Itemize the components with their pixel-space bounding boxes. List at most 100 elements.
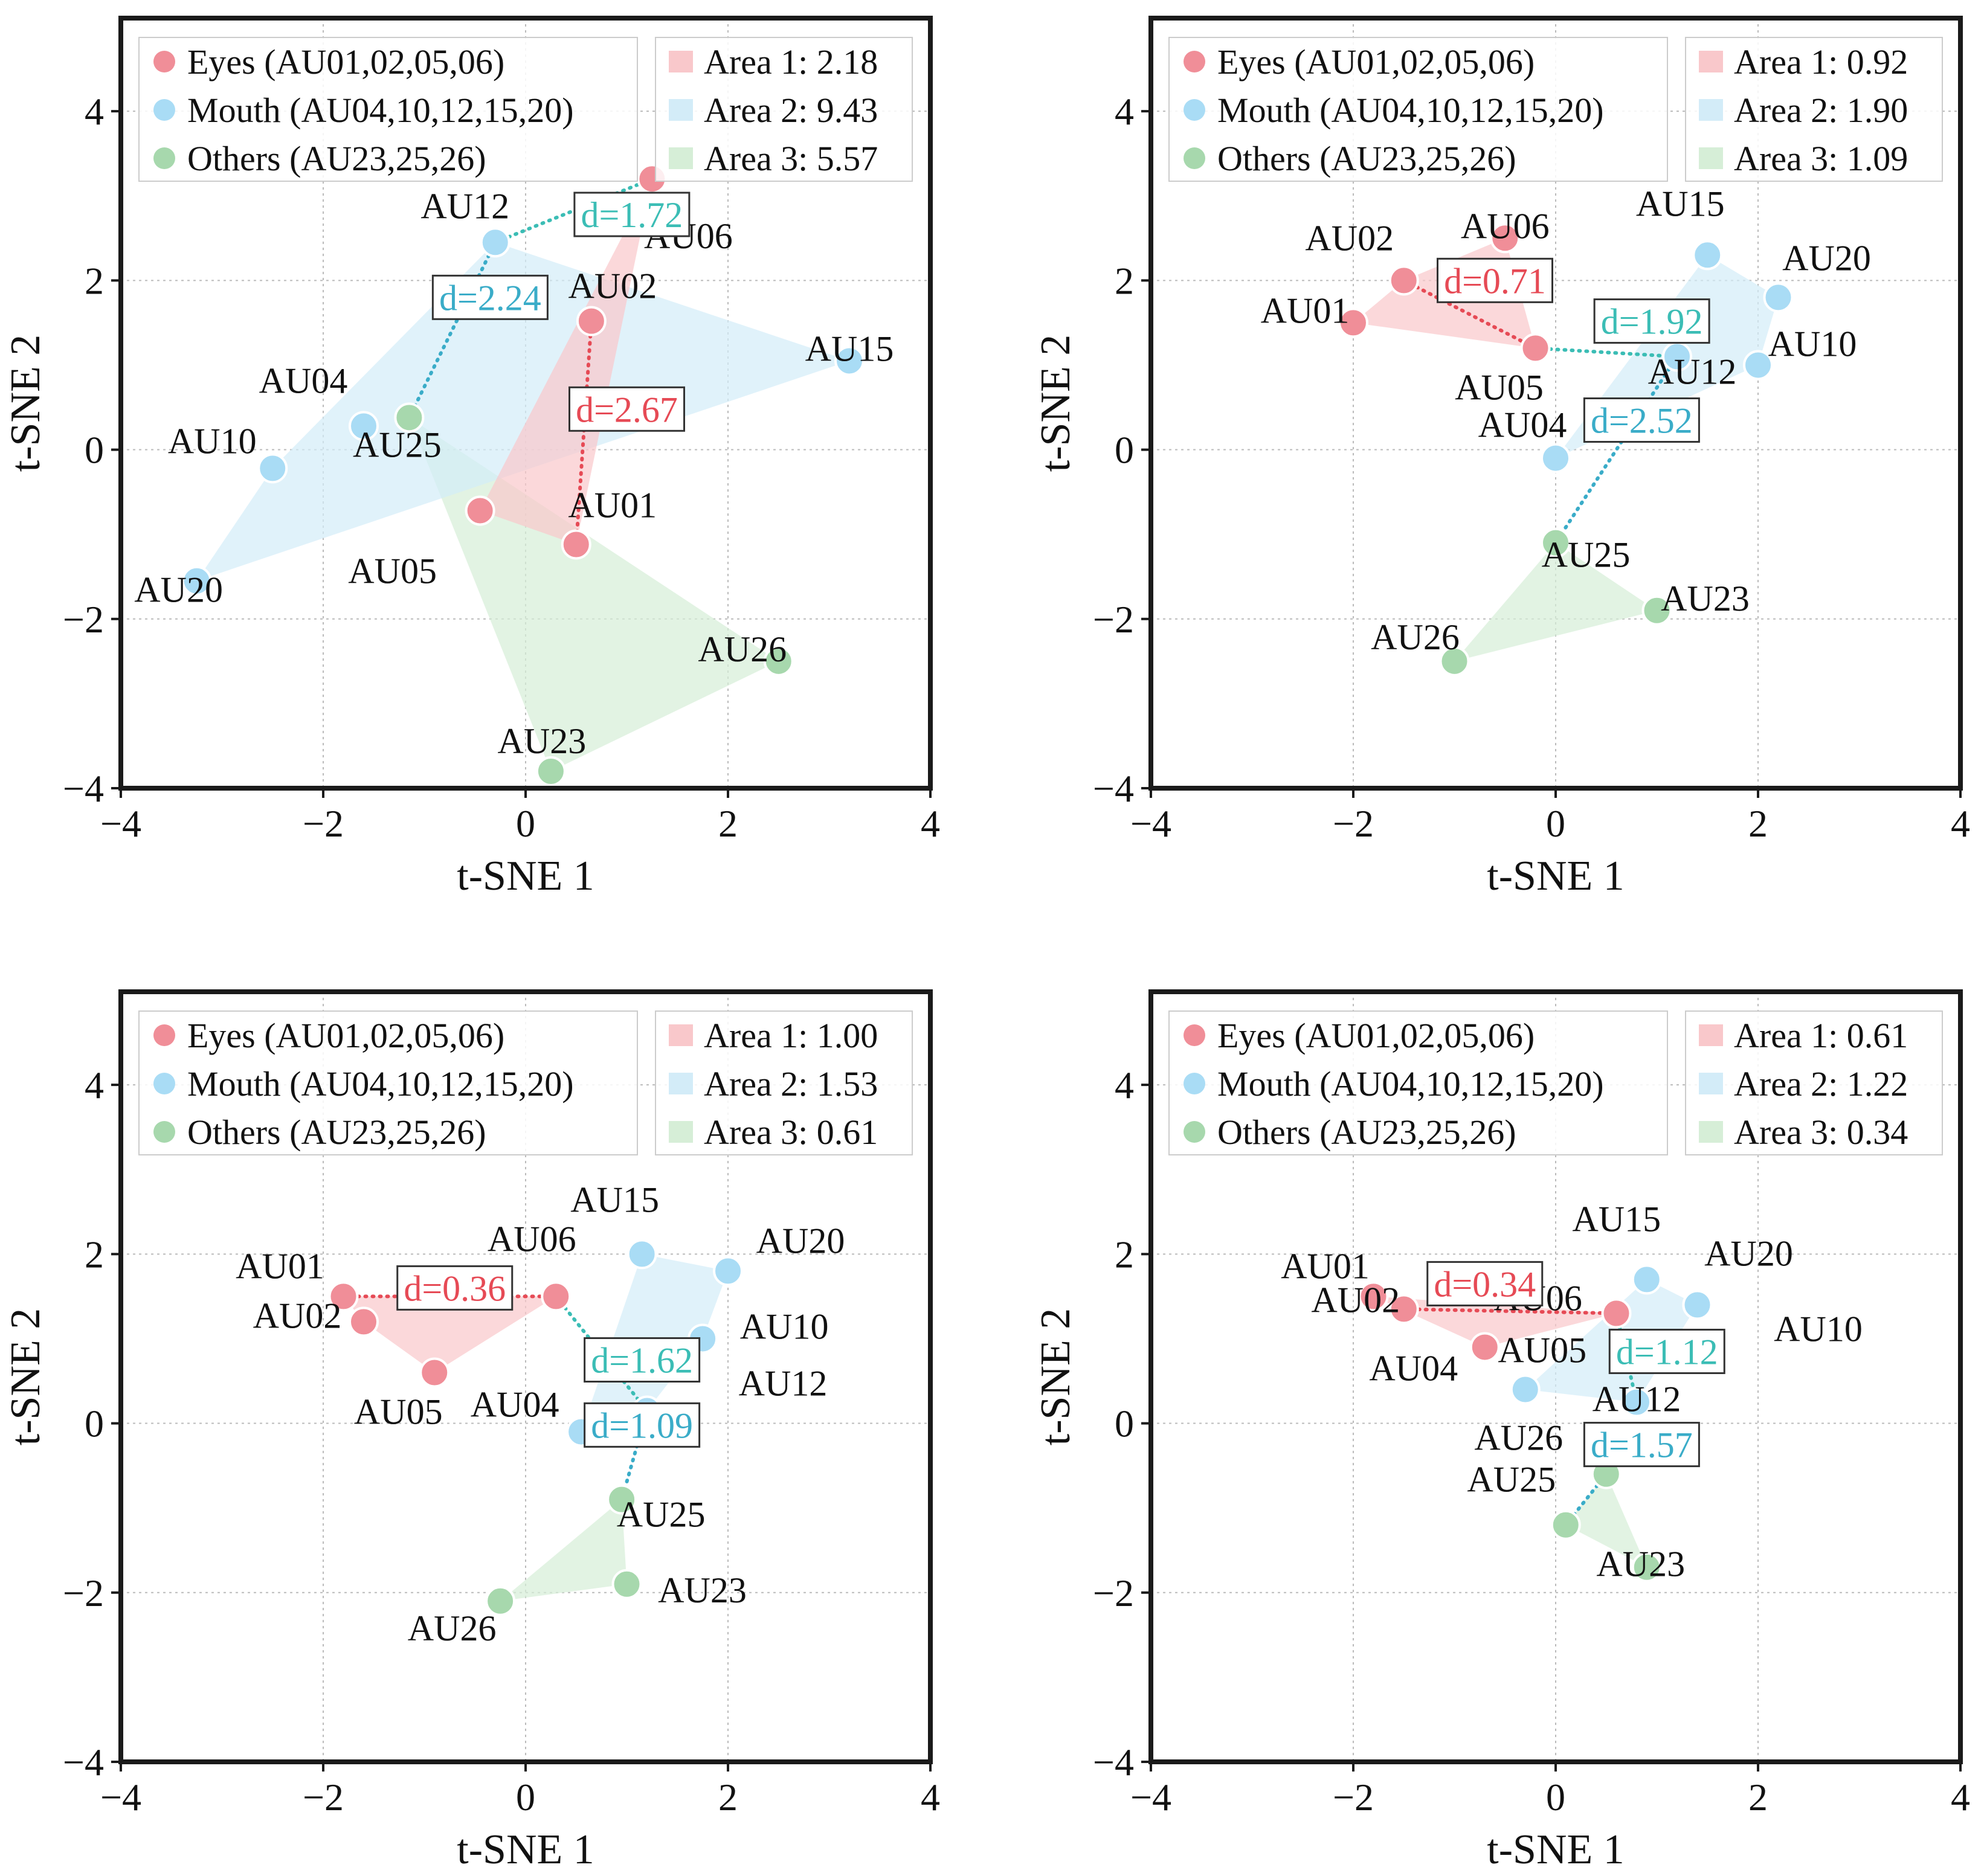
legend-entry-area-3: Area 3: 0.61 [704,1113,878,1152]
legend-entry-area-2: Area 2: 1.53 [704,1064,878,1103]
legend-entry-others: Others (AU23,25,26) [187,1113,486,1152]
point-au10 [257,453,288,484]
point-au05 [1520,333,1551,364]
y-tick-label: 4 [1115,90,1134,133]
area-others [1454,542,1657,661]
y-tick-label: 2 [85,259,104,302]
x-tick-label: 2 [1748,1776,1768,1819]
x-tick-label: 0 [1546,802,1565,845]
legend-groups [1168,37,1668,182]
point-au23 [1631,1552,1662,1582]
point-au15 [626,1239,657,1270]
legend-swatch-area-2 [1699,99,1723,121]
x-tick-label: 4 [1951,802,1970,845]
point-label: AU25 [1542,535,1631,575]
x-tick-label: −4 [100,1776,141,1819]
point-au04 [349,411,379,442]
x-tick-label: −2 [303,1776,344,1819]
y-tick-label: 2 [1115,1233,1134,1276]
point-au15 [834,345,865,376]
distance-label: d=2.52 [1591,401,1693,441]
point-label: AU15 [1572,1199,1661,1239]
point-label: AU02 [253,1296,342,1335]
distance-label: d=1.57 [1591,1425,1693,1465]
point-label: AU12 [739,1364,828,1404]
distance-box [1583,1422,1700,1468]
point-label: AU15 [1636,184,1725,223]
point-label: AU01 [1281,1246,1370,1286]
point-au01 [328,1281,359,1312]
distance-label: d=1.09 [591,1405,693,1445]
legend-swatch-area-3 [669,1121,693,1143]
legend-areas [1685,1010,1943,1155]
distance-label: d=1.92 [1601,302,1703,342]
legend-swatch-area-3 [1699,1121,1723,1143]
point-au25 [394,402,425,433]
distance-box [1437,257,1553,303]
legend-entry-mouth: Mouth (AU04,10,12,15,20) [187,91,574,130]
point-label: AU02 [568,266,657,306]
point-label: AU20 [1704,1233,1793,1273]
point-label: AU15 [570,1180,659,1219]
distance-line [1554,355,1679,545]
point-au02 [1388,265,1419,296]
legend-swatch-area-2 [1699,1073,1723,1094]
point-label: AU06 [1461,206,1550,246]
distance-label: d=1.12 [1616,1332,1718,1372]
point-label: AU20 [756,1221,845,1261]
point-label: AU23 [1661,579,1750,618]
distance-box [573,191,691,237]
x-tick-label: 2 [718,802,738,845]
legend-marker-eyes [153,1024,175,1046]
distance-label: d=2.67 [576,390,678,429]
y-tick-label: 0 [85,1402,104,1445]
point-label: AU26 [408,1608,497,1648]
point-au23 [611,1569,642,1599]
y-tick-label: −4 [1093,1741,1134,1784]
legend-entry-others: Others (AU23,25,26) [1217,1113,1516,1152]
legend-swatch-area-1 [1699,1024,1723,1046]
x-tick-label: −2 [1333,802,1374,845]
point-label: AU25 [1467,1460,1556,1500]
point-au15 [1692,240,1723,271]
legend-entry-area-1: Area 1: 0.92 [1734,42,1908,82]
legend-marker-mouth [153,1073,175,1094]
legend-entry-mouth: Mouth (AU04,10,12,15,20) [187,1064,574,1103]
point-label: AU12 [1648,352,1737,391]
chart-panel-1: AU01AU02AU05AU06AU04AU10AU12AU15AU20AU23… [2,16,940,899]
y-tick-label: −2 [1093,1572,1134,1614]
legend-entry-eyes: Eyes (AU01,02,05,06) [1217,1016,1535,1055]
point-label: AU10 [168,421,257,461]
point-au06 [1490,223,1521,254]
y-tick-label: −4 [63,1741,104,1784]
y-axis-title: t-SNE 2 [2,1308,49,1446]
legend-entry-eyes: Eyes (AU01,02,05,06) [1217,42,1535,82]
point-au15 [1631,1264,1662,1295]
legend-entry-area-1: Area 1: 0.61 [1734,1016,1908,1055]
point-au05 [419,1357,450,1388]
legend-areas [655,37,913,182]
point-au23 [535,756,566,786]
legend-marker-others [153,1121,175,1143]
legend-marker-eyes [153,51,175,72]
legend-entry-mouth: Mouth (AU04,10,12,15,20) [1217,1064,1604,1103]
point-label: AU20 [134,570,223,610]
legend-swatch-area-3 [669,147,693,169]
point-au01 [561,529,591,560]
point-label: AU01 [568,485,657,525]
point-label: AU23 [498,721,587,761]
x-tick-label: 2 [1748,802,1768,845]
chart-panel-4: AU01AU02AU05AU06AU04AU10AU12AU15AU20AU23… [1032,989,1970,1873]
distance-box [1593,298,1710,344]
point-label: AU05 [354,1392,443,1431]
point-label: AU12 [1593,1380,1681,1419]
point-au25 [1550,1509,1581,1540]
distance-box [396,1265,514,1311]
y-tick-label: −4 [63,767,104,810]
legend-swatch-area-3 [1699,147,1723,169]
distance-line [493,177,654,245]
y-axis-title: t-SNE 2 [1032,335,1079,472]
distance-line [574,319,593,547]
legend-areas [1685,37,1943,182]
